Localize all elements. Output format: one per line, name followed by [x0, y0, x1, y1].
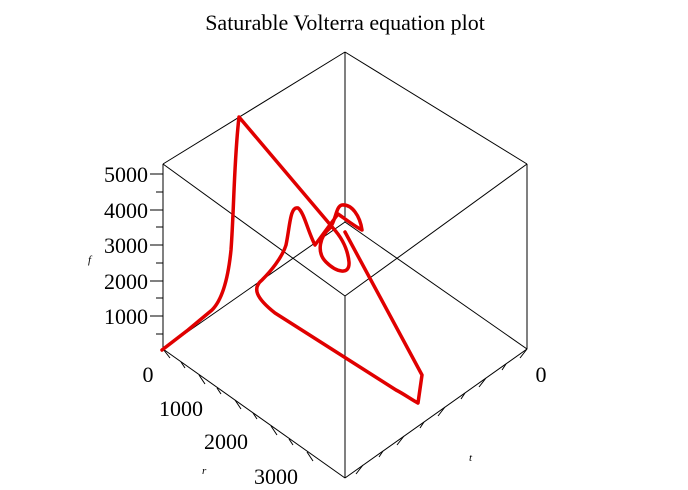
chart-title: Saturable Volterra equation plot	[205, 10, 485, 35]
t-minor-tick	[378, 450, 384, 458]
r-tick-label: 0	[143, 362, 154, 387]
r-tick-mark	[234, 399, 242, 410]
t-minor-tick	[419, 421, 425, 429]
f-tick-label: 1000	[104, 304, 148, 329]
plot-box	[162, 51, 528, 479]
box-edge-top-front-right	[344, 163, 528, 297]
f-axis-label: f	[88, 254, 93, 266]
r-axis-label: r	[202, 465, 207, 477]
r-tick-mark	[306, 451, 314, 462]
t-minor-tick	[501, 363, 507, 371]
r-minor-tick	[216, 387, 222, 395]
t-tick-mark	[478, 377, 487, 388]
box-edge-top-left	[162, 51, 346, 165]
f-tick-label: 5000	[104, 162, 148, 187]
f-axis: 5000 4000 3000 2000 1000 f	[88, 162, 163, 335]
r-minor-tick	[252, 412, 258, 420]
r-axis: 0 1000 2000 3000 r	[143, 348, 314, 489]
t-tick-mark	[519, 348, 528, 359]
f-tick-label: 3000	[104, 233, 148, 258]
f-tick-label: 4000	[104, 198, 148, 223]
t-tick-mark	[437, 406, 446, 417]
t-tick-label: 0	[536, 362, 547, 387]
box-edge-bottom-back-right	[344, 221, 528, 350]
r-tick-mark	[198, 374, 206, 385]
r-minor-tick	[180, 361, 186, 369]
box-edge-top-right	[344, 51, 528, 165]
r-tick-label: 2000	[204, 429, 248, 454]
box-edge-bottom-right	[344, 348, 528, 479]
box-edge-bottom-left	[162, 348, 346, 479]
t-axis-label: t	[469, 452, 473, 464]
t-axis: 0 t	[355, 348, 547, 475]
r-tick-label: 3000	[254, 464, 298, 489]
f-tick-label: 2000	[104, 269, 148, 294]
t-minor-tick	[460, 392, 466, 400]
t-tick-mark	[396, 435, 405, 446]
r-tick-mark	[270, 425, 278, 436]
r-tick-label: 1000	[159, 396, 203, 421]
t-tick-mark	[355, 464, 364, 475]
trajectory-curve	[160, 115, 424, 405]
box-edge-top-front-left	[162, 163, 346, 297]
r-minor-tick	[288, 438, 294, 446]
